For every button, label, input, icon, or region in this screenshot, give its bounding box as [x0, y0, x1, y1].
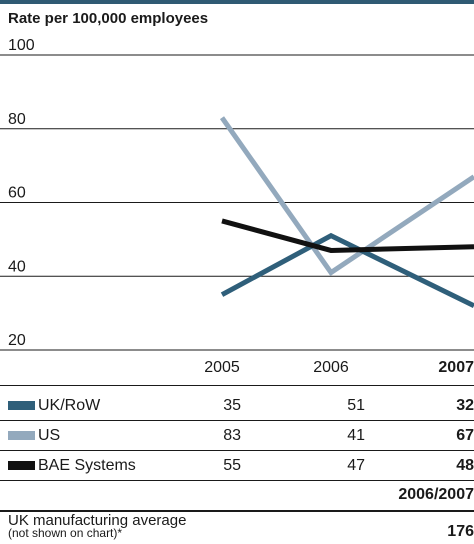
x-tick-label: 2007 [438, 359, 474, 376]
series-swatch [8, 431, 35, 440]
x-tick-label: 2005 [204, 359, 240, 376]
value-2005: 35 [223, 397, 241, 414]
series-swatch [8, 461, 35, 470]
value-2006: 51 [347, 397, 365, 414]
table-divider [0, 480, 474, 481]
y-tick-label: 80 [8, 111, 26, 128]
value-2006: 41 [347, 427, 365, 444]
series-swatch [8, 401, 35, 410]
y-tick-label: 100 [8, 37, 35, 54]
series-name: UK/RoW [38, 397, 101, 414]
period-label: 2006/2007 [398, 486, 474, 503]
value-2007: 48 [456, 457, 474, 474]
table-row: UK/RoW 35 51 32 [8, 391, 474, 421]
series-line [221, 218, 474, 253]
table-divider [0, 385, 474, 386]
table-divider [0, 420, 474, 421]
y-tick-label: 20 [8, 332, 26, 349]
x-tick-label: 2006 [313, 359, 349, 376]
value-2005: 55 [223, 457, 241, 474]
uk-average-title: UK manufacturing average [8, 512, 187, 529]
table-row: US 83 41 67 [8, 421, 474, 451]
table-divider [0, 450, 474, 451]
uk-average-label: UK manufacturing average (not shown on c… [8, 512, 187, 540]
y-tick-label: 40 [8, 258, 26, 275]
uk-average-note: (not shown on chart)* [8, 526, 123, 540]
value-2007: 32 [456, 397, 474, 414]
series-name: US [38, 427, 61, 444]
uk-average-value: 176 [447, 523, 474, 540]
value-2005: 83 [223, 427, 241, 444]
chart-title: Rate per 100,000 employees [8, 10, 209, 27]
series-line [220, 232, 474, 308]
top-accent-bar [0, 0, 474, 4]
series-name: BAE Systems [38, 457, 136, 474]
value-2007: 67 [456, 427, 474, 444]
series-line [219, 116, 474, 277]
y-tick-label: 60 [8, 185, 26, 202]
table-row: BAE Systems 55 47 48 [8, 451, 474, 481]
table-divider [0, 510, 474, 512]
value-2006: 47 [347, 457, 365, 474]
